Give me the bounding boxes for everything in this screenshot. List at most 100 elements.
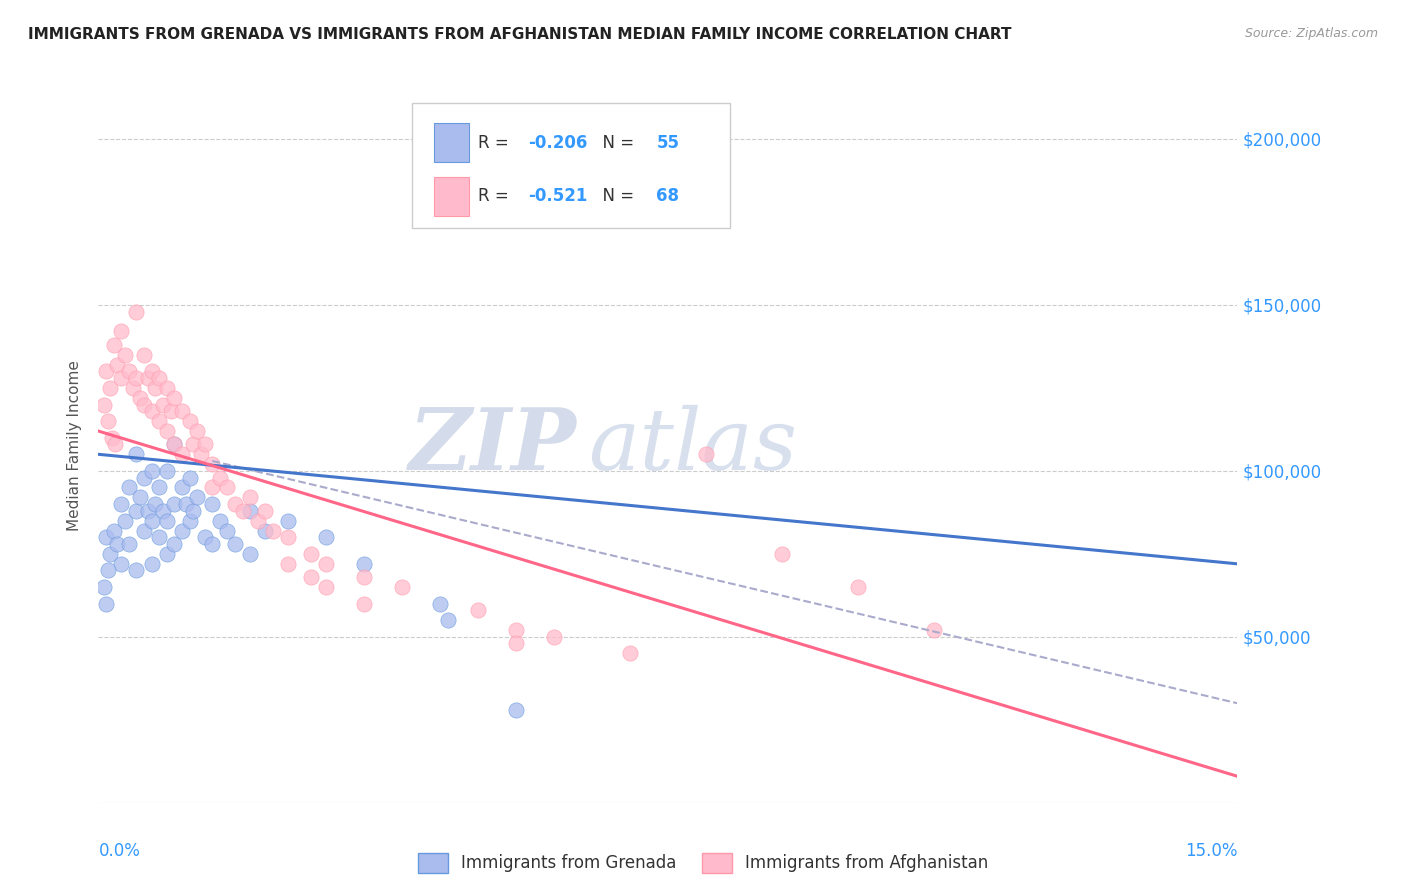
Point <box>136 504 159 518</box>
Point <box>132 524 155 538</box>
Text: IMMIGRANTS FROM GRENADA VS IMMIGRANTS FROM AFGHANISTAN MEDIAN FAMILY INCOME CORR: IMMIGRANTS FROM GRENADA VS IMMIGRANTS FR… <box>28 27 1012 42</box>
Point <box>429 597 451 611</box>
Point <box>353 597 375 611</box>
Text: N =: N = <box>592 187 638 205</box>
Point <box>170 481 193 495</box>
Point <box>107 537 129 551</box>
Point <box>353 570 375 584</box>
Point <box>148 414 170 428</box>
Point <box>118 481 141 495</box>
Point <box>98 381 121 395</box>
Point <box>141 364 163 378</box>
Point <box>156 381 179 395</box>
Point <box>125 504 148 518</box>
Point <box>129 391 152 405</box>
Point <box>163 437 186 451</box>
Point <box>183 504 205 518</box>
Point <box>163 497 186 511</box>
Point <box>156 424 179 438</box>
Point <box>224 537 246 551</box>
Point <box>110 557 132 571</box>
Point <box>94 530 117 544</box>
Point <box>159 404 181 418</box>
Point <box>98 547 121 561</box>
Point <box>315 580 337 594</box>
Point <box>239 504 262 518</box>
Point <box>224 497 246 511</box>
Point <box>194 437 217 451</box>
Point <box>136 371 159 385</box>
Point <box>132 470 155 484</box>
Text: -0.521: -0.521 <box>527 187 588 205</box>
Text: 15.0%: 15.0% <box>1185 842 1237 860</box>
Point <box>141 514 163 528</box>
Y-axis label: Median Family Income: Median Family Income <box>67 360 83 532</box>
Point <box>186 424 208 438</box>
Point <box>156 547 179 561</box>
Point <box>315 530 337 544</box>
Text: -0.206: -0.206 <box>527 134 588 152</box>
Point <box>183 437 205 451</box>
Point <box>118 537 141 551</box>
Point <box>194 530 217 544</box>
Point <box>179 514 201 528</box>
Point <box>141 404 163 418</box>
Point <box>104 437 127 451</box>
Point <box>96 564 118 578</box>
Point <box>277 557 299 571</box>
Point <box>93 580 115 594</box>
Point <box>232 504 254 518</box>
Point <box>239 491 262 505</box>
Point <box>217 481 239 495</box>
Point <box>299 547 322 561</box>
Point <box>505 636 527 650</box>
Point <box>132 348 155 362</box>
Point <box>505 703 527 717</box>
FancyBboxPatch shape <box>434 123 468 162</box>
Text: R =: R = <box>478 134 513 152</box>
FancyBboxPatch shape <box>412 103 731 228</box>
Point <box>145 497 167 511</box>
Point <box>114 348 136 362</box>
Point <box>152 504 174 518</box>
Point <box>94 597 117 611</box>
Point <box>239 547 262 561</box>
Point <box>277 514 299 528</box>
Point <box>107 358 129 372</box>
Point <box>110 325 132 339</box>
Point <box>156 514 179 528</box>
Point <box>129 491 152 505</box>
Point <box>262 524 284 538</box>
Point <box>277 530 299 544</box>
Point <box>125 304 148 318</box>
Point <box>110 497 132 511</box>
Text: 0.0%: 0.0% <box>98 842 141 860</box>
Point <box>93 397 115 411</box>
Point <box>125 447 148 461</box>
Point <box>436 613 458 627</box>
Point <box>125 564 148 578</box>
Point <box>141 557 163 571</box>
Point <box>179 470 201 484</box>
Text: 55: 55 <box>657 134 679 152</box>
Point <box>148 530 170 544</box>
Point <box>94 364 117 378</box>
Point <box>118 364 141 378</box>
Point <box>148 481 170 495</box>
Text: atlas: atlas <box>588 405 797 487</box>
Point <box>170 524 193 538</box>
FancyBboxPatch shape <box>434 177 468 216</box>
Point <box>505 624 527 638</box>
Point <box>208 514 231 528</box>
Point <box>201 457 224 471</box>
Point <box>846 580 869 594</box>
Point <box>201 497 224 511</box>
Point <box>141 464 163 478</box>
Point <box>770 547 793 561</box>
Point <box>145 381 167 395</box>
Text: ZIP: ZIP <box>409 404 576 488</box>
Text: N =: N = <box>592 134 638 152</box>
Point <box>121 381 143 395</box>
Point <box>190 447 212 461</box>
Point <box>132 397 155 411</box>
